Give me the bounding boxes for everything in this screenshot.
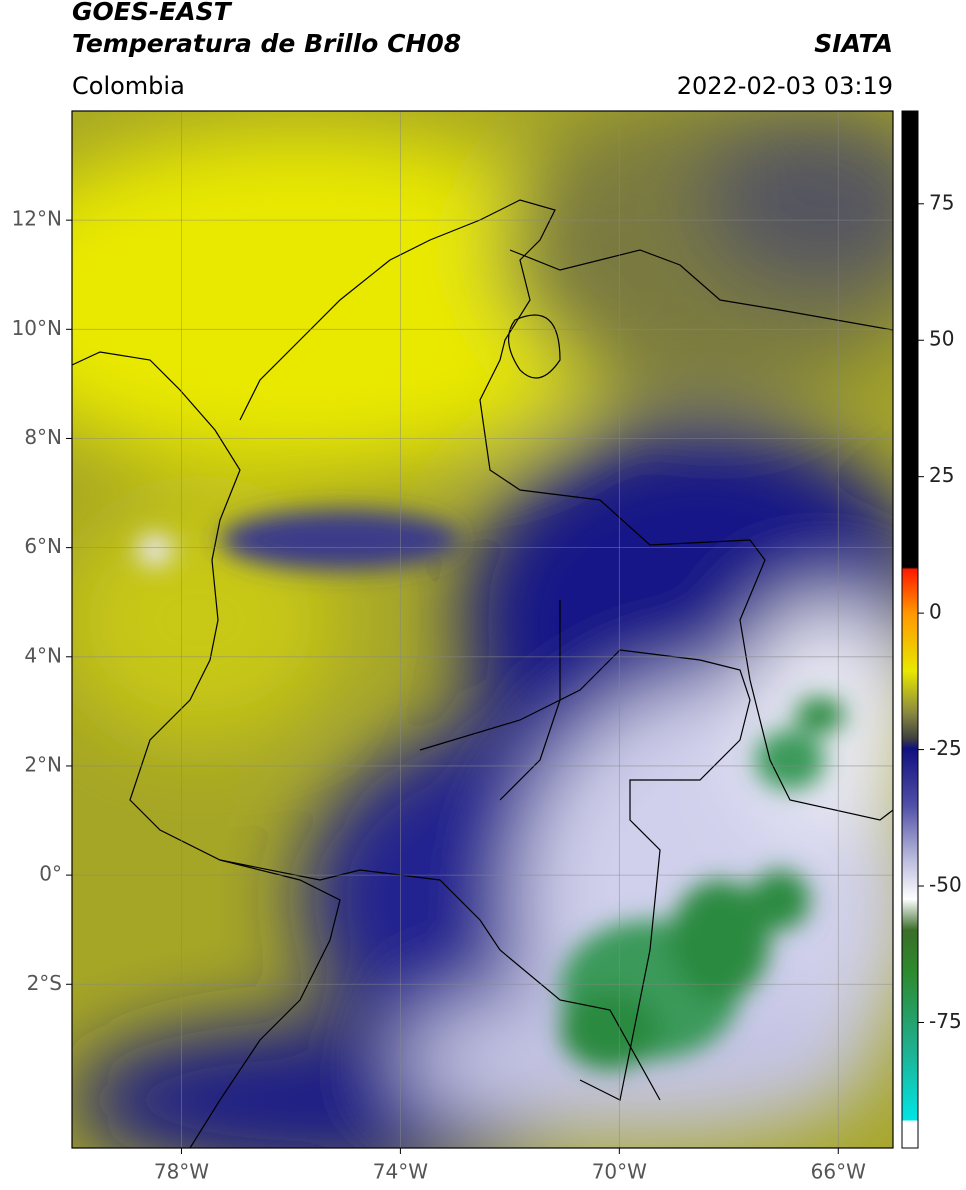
colorbar-tick-label: 0 — [929, 600, 942, 624]
satellite-image — [72, 111, 893, 1148]
colorbar-tick-label: -50 — [929, 873, 962, 897]
x-tick-label: 74°W — [373, 1160, 428, 1184]
subtitle: Temperatura de Brillo CH08 — [72, 29, 461, 58]
x-tick-label: 78°W — [154, 1160, 209, 1184]
x-tick-label: 70°W — [592, 1160, 647, 1184]
y-tick-label: 0° — [39, 862, 62, 886]
y-tick-label: 10°N — [12, 316, 62, 340]
y-tick-label: 2°N — [24, 752, 62, 776]
colorbar — [901, 110, 919, 1149]
colorbar-tick-label: -75 — [929, 1009, 962, 1033]
y-tick-label: 6°N — [24, 534, 62, 558]
region: Colombia — [72, 72, 185, 100]
colorbar-tick-label: 75 — [929, 190, 954, 214]
title: GOES-EAST — [72, 0, 233, 26]
x-tick-label: 66°W — [811, 1160, 866, 1184]
y-tick-label: 12°N — [12, 207, 62, 231]
datetime: 2022-02-03 03:19 — [677, 72, 893, 100]
colorbar-tick-label: 50 — [929, 327, 954, 351]
map-frame — [71, 110, 894, 1149]
y-tick-label: 2°S — [27, 971, 62, 995]
source: SIATA — [814, 29, 893, 58]
grid — [72, 111, 893, 1148]
y-tick-label: 4°N — [24, 643, 62, 667]
colorbar-tick-label: -25 — [929, 736, 962, 760]
borders — [72, 199, 893, 1148]
y-tick-label: 8°N — [24, 425, 62, 449]
colorbar-tick-label: 25 — [929, 463, 954, 487]
